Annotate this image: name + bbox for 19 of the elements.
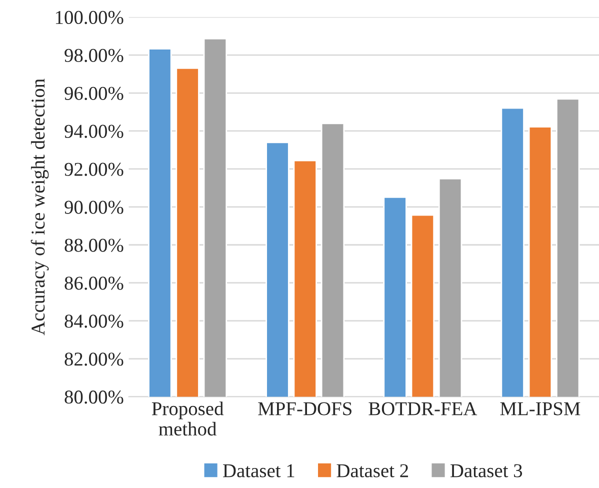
- y-tick-label: 98.00%: [64, 48, 124, 62]
- y-tick-label: 90.00%: [64, 200, 124, 214]
- legend-label: Dataset 1: [223, 464, 294, 478]
- y-tick-label: 82.00%: [64, 352, 124, 366]
- y-axis-title: Accuracy of ice weight detection: [30, 78, 49, 336]
- y-tick-label: 96.00%: [64, 86, 124, 100]
- x-tick-label: ML-IPSM: [500, 402, 580, 416]
- x-tick-label: Proposed method: [152, 402, 224, 436]
- legend-label: Dataset 3: [450, 464, 522, 478]
- y-tick-label: 94.00%: [64, 124, 124, 138]
- y-tick-label: 88.00%: [64, 238, 124, 252]
- y-tick-label: 100.00%: [56, 10, 124, 24]
- legend-label: Dataset 2: [336, 464, 408, 478]
- x-tick-label: BOTDR-FEA: [368, 402, 478, 416]
- y-tick-label: 86.00%: [64, 276, 124, 290]
- y-tick-label: 92.00%: [64, 162, 124, 176]
- x-tick-label: MPF-DOFS: [258, 402, 352, 416]
- y-tick-label: 84.00%: [64, 314, 124, 328]
- y-tick-label: 80.00%: [64, 390, 124, 404]
